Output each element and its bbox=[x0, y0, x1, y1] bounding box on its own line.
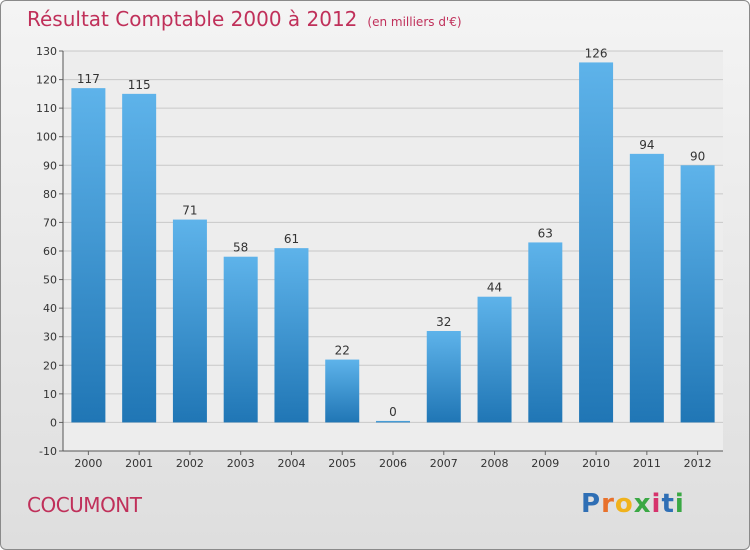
chart-title: Résultat Comptable 2000 à 2012 (en millie… bbox=[27, 7, 462, 31]
x-tick-label-2009: 2009 bbox=[531, 457, 559, 470]
value-label-2003: 58 bbox=[233, 241, 248, 255]
bar-2005 bbox=[325, 359, 360, 423]
logo-letter: o bbox=[614, 489, 634, 519]
bar-2001 bbox=[122, 93, 157, 423]
bar-2012 bbox=[680, 165, 715, 423]
value-label-2011: 94 bbox=[639, 138, 654, 152]
bar-2010 bbox=[579, 62, 614, 423]
bar-2002 bbox=[172, 219, 207, 423]
y-tick-label: 120 bbox=[36, 74, 57, 87]
x-tick-label-2000: 2000 bbox=[74, 457, 102, 470]
y-tick-label: 60 bbox=[43, 245, 57, 258]
chart-subtitle: (en milliers d'€) bbox=[367, 15, 462, 29]
y-tick-label: 70 bbox=[43, 216, 57, 229]
y-tick-label: 30 bbox=[43, 331, 57, 344]
bar-2003 bbox=[223, 256, 258, 423]
y-tick-label: 10 bbox=[43, 388, 57, 401]
logo-letter: r bbox=[601, 489, 615, 519]
value-label-2001: 115 bbox=[128, 78, 151, 92]
bar-2009 bbox=[528, 242, 563, 423]
commune-name: COCUMONT bbox=[27, 493, 142, 517]
y-tick-label: 20 bbox=[43, 359, 57, 372]
value-label-2010: 126 bbox=[585, 46, 608, 60]
x-tick-label-2006: 2006 bbox=[379, 457, 407, 470]
bar-2008 bbox=[477, 296, 512, 423]
bar-2004 bbox=[274, 248, 309, 423]
value-label-2007: 32 bbox=[436, 315, 451, 329]
x-tick-label-2005: 2005 bbox=[328, 457, 356, 470]
y-tick-label: 90 bbox=[43, 159, 57, 172]
x-tick-label-2001: 2001 bbox=[125, 457, 153, 470]
value-label-2005: 22 bbox=[335, 344, 350, 358]
value-label-2012: 90 bbox=[690, 149, 705, 163]
logo-letter: i bbox=[674, 489, 685, 519]
x-tick-label-2012: 2012 bbox=[684, 457, 712, 470]
x-tick-label-2004: 2004 bbox=[277, 457, 305, 470]
y-tick-label: 100 bbox=[36, 131, 57, 144]
y-tick-label: 0 bbox=[50, 416, 57, 429]
x-tick-label-2010: 2010 bbox=[582, 457, 610, 470]
x-tick-label-2003: 2003 bbox=[227, 457, 255, 470]
y-tick-label: 110 bbox=[36, 102, 57, 115]
value-label-2008: 44 bbox=[487, 281, 502, 295]
x-tick-label-2011: 2011 bbox=[633, 457, 661, 470]
x-tick-label-2002: 2002 bbox=[176, 457, 204, 470]
logo-letter: x bbox=[633, 489, 652, 519]
value-label-2002: 71 bbox=[182, 204, 197, 218]
logo-letter: t bbox=[661, 489, 675, 519]
value-label-2004: 61 bbox=[284, 232, 299, 246]
value-label-2009: 63 bbox=[538, 226, 553, 240]
value-label-2000: 117 bbox=[77, 72, 100, 86]
logo-letter: i bbox=[651, 489, 662, 519]
value-label-2006: 0 bbox=[389, 405, 397, 419]
y-tick-label: 40 bbox=[43, 302, 57, 315]
bar-2000 bbox=[71, 88, 106, 423]
bar-2007 bbox=[426, 331, 461, 423]
bar-2006 bbox=[376, 420, 410, 423]
y-tick-label: 130 bbox=[36, 45, 57, 58]
title-text: Résultat Comptable 2000 à 2012 bbox=[27, 7, 358, 31]
logo-letter: P bbox=[581, 489, 602, 519]
x-tick-label-2008: 2008 bbox=[481, 457, 509, 470]
proxiti-logo: Proxiti bbox=[581, 489, 685, 519]
y-tick-label: 80 bbox=[43, 188, 57, 201]
bar-2011 bbox=[629, 153, 664, 423]
y-tick-label: 50 bbox=[43, 274, 57, 287]
y-tick-label: -10 bbox=[39, 445, 57, 458]
x-tick-label-2007: 2007 bbox=[430, 457, 458, 470]
